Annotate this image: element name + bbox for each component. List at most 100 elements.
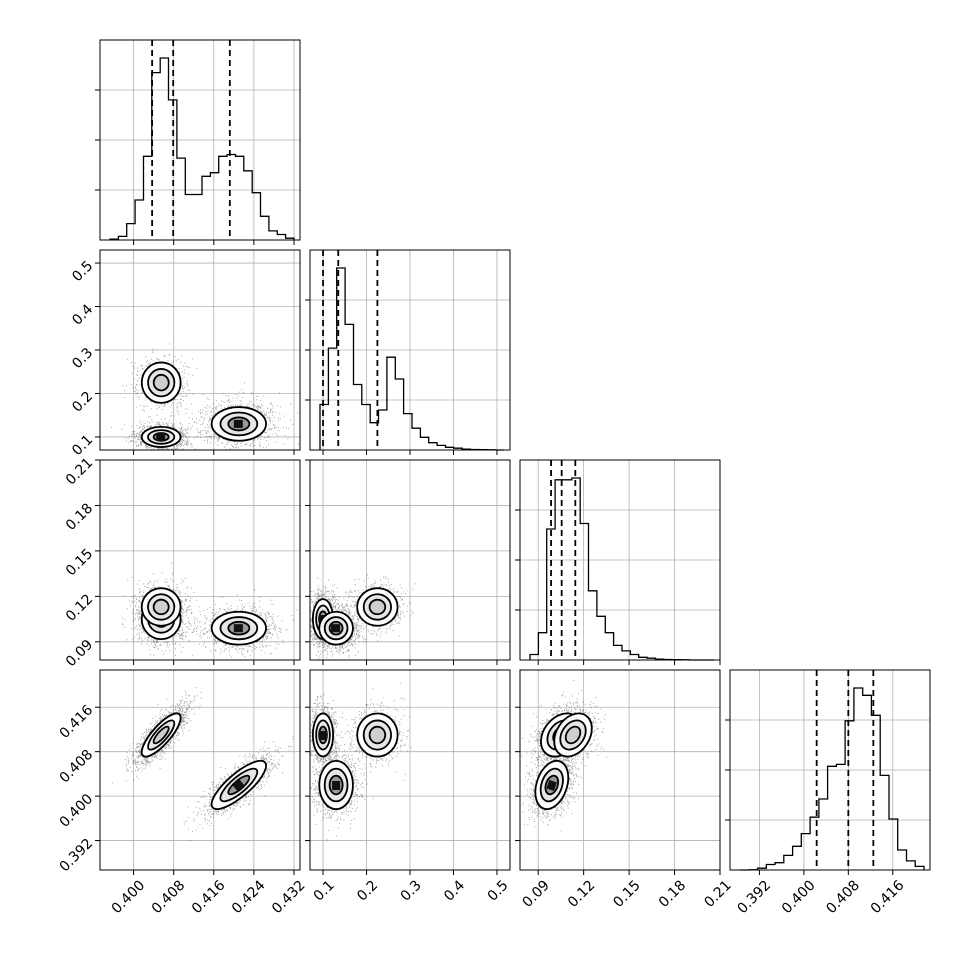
density-cluster-1 [356,712,399,758]
density-cluster-0 [140,425,182,448]
contour-level-2 [147,593,176,621]
contour-level-3 [227,620,251,636]
scatter-points [310,682,412,841]
density-cluster-0 [311,712,335,758]
grid-1-0 [100,250,300,450]
contour-level-1 [140,712,182,758]
x-tick-label-1-3: 0.4 [441,877,468,904]
scatter-panel-1-0 [111,343,299,450]
contour-level-2 [362,719,392,751]
contour-level-2 [147,719,176,751]
contour-level-2 [362,593,392,621]
grid-0-0 [100,40,300,240]
y-tick-label-2-2: 0.15 [63,546,96,579]
x-tick-label-1-0: 0.1 [311,877,338,904]
contour-level-2 [539,767,564,803]
contour-level-1 [553,712,593,758]
scatter-panel-3-2 [521,679,608,832]
contour-level-1 [318,610,354,646]
grid-3-3 [730,670,930,870]
contour-level-1 [356,587,399,627]
x-tick-label-3-3: 0.416 [868,877,908,917]
x-tick-label-1-2: 0.3 [398,877,425,904]
histogram-1 [319,267,504,451]
contour-level-1 [356,712,399,758]
y-tick-label-2-1: 0.12 [63,591,96,624]
contour-level-1 [318,760,354,811]
x-tick-label-3-0: 0.392 [734,877,774,917]
x-tick-label-2-3: 0.18 [656,877,689,910]
contour-level-1 [140,587,182,627]
scatter-panel-3-0 [112,687,294,841]
axes-frame-2-0 [99,459,301,661]
contour-level-2 [147,368,176,398]
y-tick-label-2-4: 0.21 [63,455,96,488]
x-tick-label-2-1: 0.12 [565,877,598,910]
contour-level-1 [534,759,570,810]
contour-level-2 [219,767,259,803]
contour-level-3 [152,373,170,392]
y-tick-label-1-2: 0.3 [69,345,96,372]
x-tick-label-1-1: 0.2 [354,877,381,904]
contour-level-1 [140,425,182,448]
x-tick-label-3-1: 0.400 [779,877,819,917]
density-cluster-1 [553,712,593,758]
scatter-panel-2-1 [310,574,416,660]
contour-level-1 [210,406,267,442]
x-tick-label-0-3: 0.424 [229,877,269,917]
x-tick-label-2-4: 0.21 [701,877,734,910]
histogram-3 [740,687,925,871]
contour-level-3 [152,725,170,745]
x-tick-label-2-2: 0.15 [610,877,643,910]
y-tick-label-1-0: 0.1 [69,432,96,459]
contour-level-2 [219,411,259,437]
y-tick-label-3-0: 0.392 [57,836,97,876]
x-tick-label-0-2: 0.416 [189,877,229,917]
contour-level-1 [210,610,267,646]
y-tick-label-3-2: 0.408 [57,747,97,787]
density-cluster-2 [534,759,570,810]
y-tick-label-1-3: 0.4 [69,301,96,328]
contour-level-3 [368,598,387,616]
y-tick-label-1-1: 0.2 [69,388,96,415]
contour-level-3 [328,620,344,636]
x-tick-label-0-0: 0.400 [109,877,149,917]
y-tick-label-2-0: 0.09 [63,637,96,670]
scatter-panel-2-0 [122,562,298,658]
contour-level-3 [368,725,387,745]
density-cluster-2 [210,610,267,646]
grid-1-1 [310,250,510,450]
contour-level-3 [227,774,251,796]
contour-level-1 [210,759,267,810]
scatter-panel-3-1 [310,682,412,841]
scatter-points [111,343,299,450]
histogram-0 [109,57,295,240]
contour-level-1 [140,361,182,404]
contour-level-3 [544,774,560,796]
density-cluster-2 [318,610,354,646]
density-cluster-2 [210,759,267,810]
contour-level-3 [564,725,582,745]
x-tick-label-1-4: 0.5 [485,877,512,904]
x-tick-label-3-2: 0.408 [823,877,863,917]
contour-level-1 [311,712,335,758]
axes-frame-3-0 [99,669,301,871]
density-cluster-1 [356,587,399,627]
density-cluster-2 [318,760,354,811]
grid-2-2 [520,460,720,660]
x-tick-label-2-0: 0.09 [520,877,553,910]
contour-level-2 [147,429,176,445]
y-tick-label-3-1: 0.400 [57,791,97,831]
y-tick-label-1-4: 0.5 [69,258,96,285]
contour-level-2 [559,719,587,751]
axes-frame-3-2 [519,669,721,871]
contour-level-3 [152,598,170,616]
x-tick-label-0-4: 0.432 [269,877,309,917]
density-cluster-1 [140,712,182,758]
density-cluster-1 [140,361,182,404]
y-tick-label-3-3: 0.416 [57,702,97,742]
contour-level-3 [328,774,344,796]
density-cluster-2 [210,406,267,442]
contour-level-2 [315,719,331,751]
